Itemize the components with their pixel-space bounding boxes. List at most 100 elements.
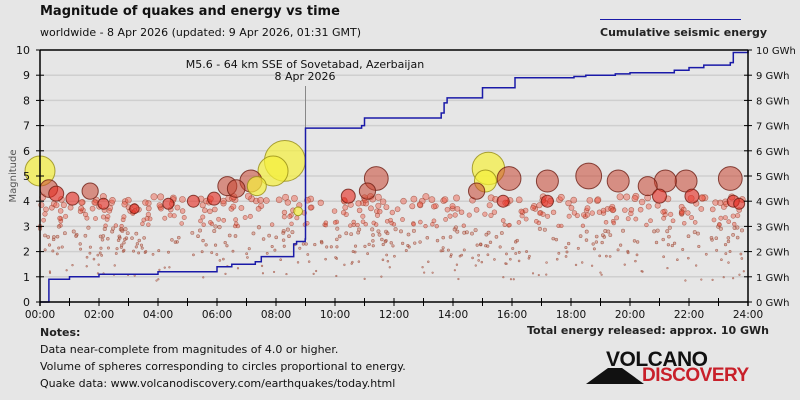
axes: 0 1 2 3 4 5 6 7 8 9 10 0 GWh 1 GWh 2 GWh 3 GWh 4 GWh 5 G… xyxy=(16,44,796,321)
small-quake-point xyxy=(100,214,106,220)
small-quake-point xyxy=(537,226,542,231)
small-quake-point xyxy=(606,229,611,234)
small-quake-point xyxy=(332,220,338,225)
small-quake-point xyxy=(608,255,612,258)
small-quake-point xyxy=(119,227,124,232)
small-quake-point xyxy=(421,266,424,269)
small-quake-point xyxy=(281,209,288,216)
small-quake-point xyxy=(502,276,505,279)
small-quake-point xyxy=(567,241,571,246)
small-quake-point xyxy=(654,240,659,245)
small-quake-point xyxy=(46,235,51,239)
large-quake-bubble xyxy=(97,197,110,210)
small-quake-point xyxy=(515,196,523,204)
small-quake-point xyxy=(739,252,743,256)
small-quake-point xyxy=(518,208,525,215)
small-quake-point xyxy=(176,235,181,240)
small-quake-point xyxy=(600,240,604,245)
small-quake-point xyxy=(71,229,76,234)
small-quake-point xyxy=(223,241,227,245)
small-quake-point xyxy=(265,251,269,255)
chart-subtitle: worldwide - 8 Apr 2026 (updated: 9 Apr 2… xyxy=(40,26,362,39)
small-quake-point xyxy=(545,261,548,264)
small-quake-point xyxy=(486,202,493,209)
small-quake-point xyxy=(334,256,337,259)
small-quake-point xyxy=(603,229,608,234)
small-quake-point xyxy=(79,247,83,251)
small-quake-point xyxy=(447,213,453,219)
small-quake-point xyxy=(100,253,104,257)
small-quake-point xyxy=(218,259,222,262)
small-quake-point xyxy=(655,228,660,233)
small-quake-point xyxy=(443,216,449,222)
small-quake-point xyxy=(633,216,639,222)
small-quake-point xyxy=(279,258,282,261)
small-quake-point xyxy=(315,269,318,273)
small-quake-point xyxy=(462,248,466,252)
small-quake-point xyxy=(431,203,437,210)
small-quake-point xyxy=(413,241,417,245)
small-quake-point xyxy=(356,230,361,235)
small-quake-point xyxy=(215,253,219,256)
small-quake-point xyxy=(162,215,168,221)
small-quake-point xyxy=(704,252,708,256)
large-quake-bubble xyxy=(358,182,377,200)
small-quake-point xyxy=(409,203,416,210)
small-quake-point xyxy=(257,196,264,204)
small-quake-point xyxy=(735,213,741,219)
small-quake-point xyxy=(692,230,697,235)
small-quake-point xyxy=(221,217,227,223)
logo-volcano-text: VOLCANO xyxy=(606,348,708,371)
notes-heading: Notes: xyxy=(40,326,81,339)
small-quake-point xyxy=(55,252,59,256)
small-quake-point xyxy=(550,209,557,216)
small-quake-point xyxy=(418,197,426,205)
small-quake-point xyxy=(637,206,644,213)
large-quake-bubble xyxy=(653,169,677,193)
small-quake-point xyxy=(477,253,480,257)
note-line[interactable]: Quake data: www.volcanodiscovery.com/ear… xyxy=(40,377,396,390)
small-quake-point xyxy=(410,195,418,203)
notes-block: Notes: Data near-complete from magnitude… xyxy=(40,324,406,392)
small-quake-point xyxy=(422,193,430,201)
small-quake-point xyxy=(505,262,508,266)
small-quake-point xyxy=(225,244,229,248)
small-quake-point xyxy=(301,242,306,246)
small-quake-point xyxy=(307,204,314,211)
small-quake-point xyxy=(198,228,203,233)
small-quake-point xyxy=(594,196,602,204)
small-quake-point xyxy=(281,214,287,220)
small-quake-point xyxy=(454,205,461,212)
small-quake-point xyxy=(106,246,110,250)
small-quake-point xyxy=(393,227,398,232)
small-quake-point xyxy=(488,212,494,218)
volcanodiscovery-logo[interactable]: VOLCANO DISCOVERY xyxy=(586,348,756,388)
small-quake-point xyxy=(238,205,245,211)
small-quake-point xyxy=(78,242,82,246)
small-quake-point xyxy=(233,221,239,227)
small-quake-point xyxy=(555,257,559,261)
small-quake-point xyxy=(616,248,620,252)
small-quake-point xyxy=(689,215,695,221)
small-quake-point xyxy=(679,209,685,216)
small-quake-point xyxy=(411,222,416,227)
y2-tick-label: 9 GWh xyxy=(756,71,790,82)
large-quake-bubble xyxy=(162,197,175,210)
small-quake-point xyxy=(614,215,620,221)
small-quake-point xyxy=(236,267,240,270)
small-quake-point xyxy=(714,236,719,240)
small-quake-point xyxy=(645,203,652,210)
small-quake-point xyxy=(170,238,174,242)
small-quake-point xyxy=(381,258,385,262)
logo-discovery-text: DISCOVERY xyxy=(642,365,749,386)
large-quake-bubbles xyxy=(24,139,746,217)
small-quake-point xyxy=(134,245,138,249)
small-quake-point xyxy=(608,233,613,237)
small-quake-point xyxy=(119,223,124,229)
small-quake-point xyxy=(654,202,661,209)
small-quake-point xyxy=(566,213,572,219)
small-quake-point xyxy=(355,200,362,207)
small-quake-point xyxy=(232,223,238,229)
small-quake-point xyxy=(351,260,354,264)
small-quake-point xyxy=(608,205,615,212)
